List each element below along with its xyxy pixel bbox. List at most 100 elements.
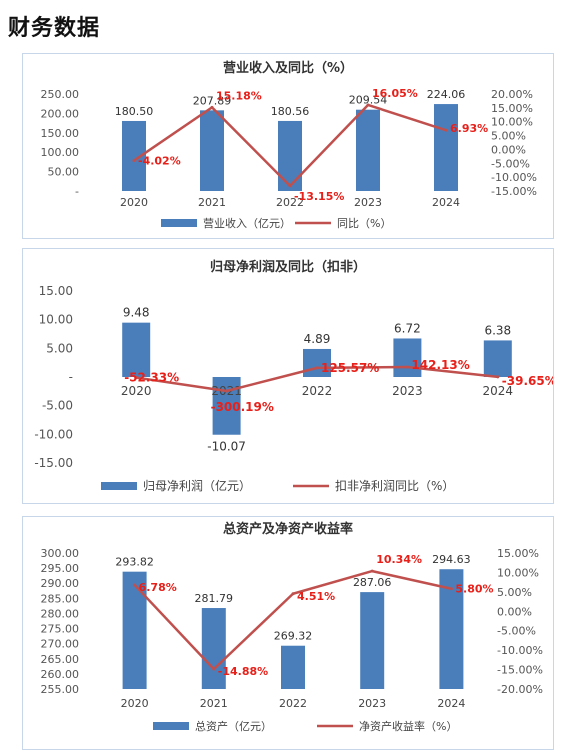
line-data-label: 16.05% — [372, 87, 418, 100]
left-axis-tick-label: 100.00 — [41, 146, 80, 159]
assets-roe-chart: 总资产及净资产收益率 255.00 260.00 265.00 270.00 275.00… — [23, 517, 553, 749]
line-data-label: 125.57% — [321, 361, 379, 375]
legend-bar-label: 归母净利润（亿元） — [143, 478, 251, 493]
bar-data-label: 209.54 — [349, 94, 388, 107]
line-data-label: -13.15% — [294, 190, 344, 203]
left-axis-tick-label: - — [75, 185, 79, 198]
line-point — [134, 376, 138, 380]
right-axis-tick-label: 15.00% — [491, 102, 533, 115]
left-axis-tick-label: 150.00 — [41, 127, 80, 140]
line-point — [496, 375, 500, 379]
right-axis-tick-label: -10.00% — [491, 171, 537, 184]
left-axis-tick-label: 300.00 — [41, 547, 80, 560]
right-axis-tick-label: 15.00% — [497, 547, 539, 560]
line-data-label: -52.33% — [124, 371, 179, 385]
line-point — [210, 105, 214, 109]
bar — [200, 110, 224, 191]
page-title: 财务数据 — [8, 15, 101, 41]
chart-title: 归母净利润及同比（扣非） — [210, 259, 366, 275]
bar — [212, 377, 241, 435]
category-tick-label: 2020 — [121, 384, 152, 398]
line-point — [291, 592, 295, 596]
category-tick-label: 2020 — [120, 196, 148, 209]
category-tick-label: 2020 — [121, 697, 149, 710]
left-axis-tick-label: -10.00 — [34, 427, 73, 441]
line-data-label: -14.88% — [218, 665, 268, 678]
left-axis-tick-label: 285.00 — [41, 592, 80, 605]
category-tick-label: 2023 — [392, 384, 423, 398]
bar-data-label: 207.89 — [193, 94, 232, 107]
line-point — [212, 667, 216, 671]
category-tick-label: 2022 — [302, 384, 333, 398]
bar-data-label: 180.50 — [115, 105, 154, 118]
right-axis-tick-label: 10.00% — [497, 566, 539, 579]
line-data-label: 10.34% — [376, 553, 422, 566]
chart-title: 总资产及净资产收益率 — [223, 521, 353, 537]
line-data-label: -4.02% — [138, 155, 181, 168]
revenue-chart: 营业收入及同比（%） - 50.00 100.00 150.00 200.00 250.00… — [23, 54, 553, 238]
bar-data-label: 6.72 — [394, 321, 421, 335]
bar-data-label: 9.48 — [123, 306, 150, 320]
revenue-chart-panel: 营业收入及同比（%） - 50.00 100.00 150.00 200.00 250.00… — [22, 53, 554, 239]
category-tick-label: 2024 — [483, 384, 514, 398]
assets-roe-chart-panel: 总资产及净资产收益率 255.00 260.00 265.00 270.00 275.00… — [22, 516, 554, 750]
line-data-label: 6.93% — [450, 122, 488, 135]
net-profit-chart: 归母净利润及同比（扣非）-15.00-10.00-5.00-5.0010.001… — [23, 249, 557, 503]
left-axis-tick-label: 295.00 — [41, 562, 80, 575]
left-axis-tick-label: - — [69, 370, 73, 384]
bar — [201, 608, 226, 689]
bar-data-label: 269.32 — [274, 630, 313, 643]
line-data-label: 15.18% — [216, 89, 262, 102]
bar — [483, 340, 512, 377]
bar-data-label: 224.06 — [427, 88, 466, 101]
left-axis-tick-label: 15.00 — [39, 284, 73, 298]
right-axis-tick-label: -10.00% — [497, 644, 543, 657]
category-tick-label: 2023 — [354, 196, 382, 209]
category-tick-label: 2022 — [276, 196, 304, 209]
right-axis-tick-label: -5.00% — [491, 157, 530, 170]
left-axis-tick-label: 200.00 — [41, 107, 80, 120]
left-axis-tick-label: 280.00 — [41, 607, 80, 620]
left-axis-tick-label: 250.00 — [41, 88, 80, 101]
legend-bar-swatch — [153, 722, 189, 730]
category-tick-label: 2024 — [432, 196, 460, 209]
category-tick-label: 2023 — [358, 697, 386, 710]
line-data-label: -300.19% — [211, 400, 274, 414]
left-axis-tick-label: 275.00 — [41, 623, 80, 636]
legend-bar-swatch — [101, 482, 137, 490]
right-axis-tick-label: 10.00% — [491, 116, 533, 129]
right-axis-tick-label: 0.00% — [491, 143, 526, 156]
bar-data-label: -10.07 — [207, 440, 246, 454]
bar — [278, 120, 302, 191]
line-data-label: 6.78% — [139, 581, 177, 594]
line-point — [366, 103, 370, 107]
legend-line-label: 净资产收益率（%） — [359, 719, 457, 733]
chart-background — [23, 517, 553, 749]
legend-bar-swatch — [161, 219, 197, 227]
bar-data-label: 4.89 — [304, 332, 331, 346]
left-axis-tick-label: 270.00 — [41, 638, 80, 651]
line-data-label: 5.80% — [455, 583, 493, 596]
left-axis-tick-label: -15.00 — [34, 456, 73, 470]
line-point — [405, 365, 409, 369]
net-profit-chart-panel: 归母净利润及同比（扣非） -15.00 -10.00 -5.00-5.00 10.00 1… — [22, 248, 557, 504]
chart-title: 营业收入及同比（%） — [223, 60, 353, 76]
bar-data-label: 293.82 — [115, 556, 154, 569]
category-tick-label: 2024 — [437, 697, 465, 710]
right-axis-tick-label: 20.00% — [491, 88, 533, 101]
right-axis-tick-label: -15.00% — [491, 185, 537, 198]
line-point — [288, 184, 292, 188]
left-axis-tick-label: 50.00 — [48, 166, 80, 179]
bar — [122, 322, 151, 377]
line-data-label: 4.51% — [297, 590, 335, 603]
line-point — [370, 569, 374, 573]
line-point — [449, 587, 453, 591]
line-point — [225, 389, 229, 393]
bar — [122, 571, 147, 689]
category-tick-label: 2021 — [200, 697, 228, 710]
legend-line-label: 扣非净利润同比（%） — [335, 479, 454, 493]
bar — [393, 338, 422, 377]
left-axis-tick-label: 255.00 — [41, 683, 80, 696]
bar-data-label: 287.06 — [353, 576, 392, 589]
bar — [356, 109, 380, 191]
